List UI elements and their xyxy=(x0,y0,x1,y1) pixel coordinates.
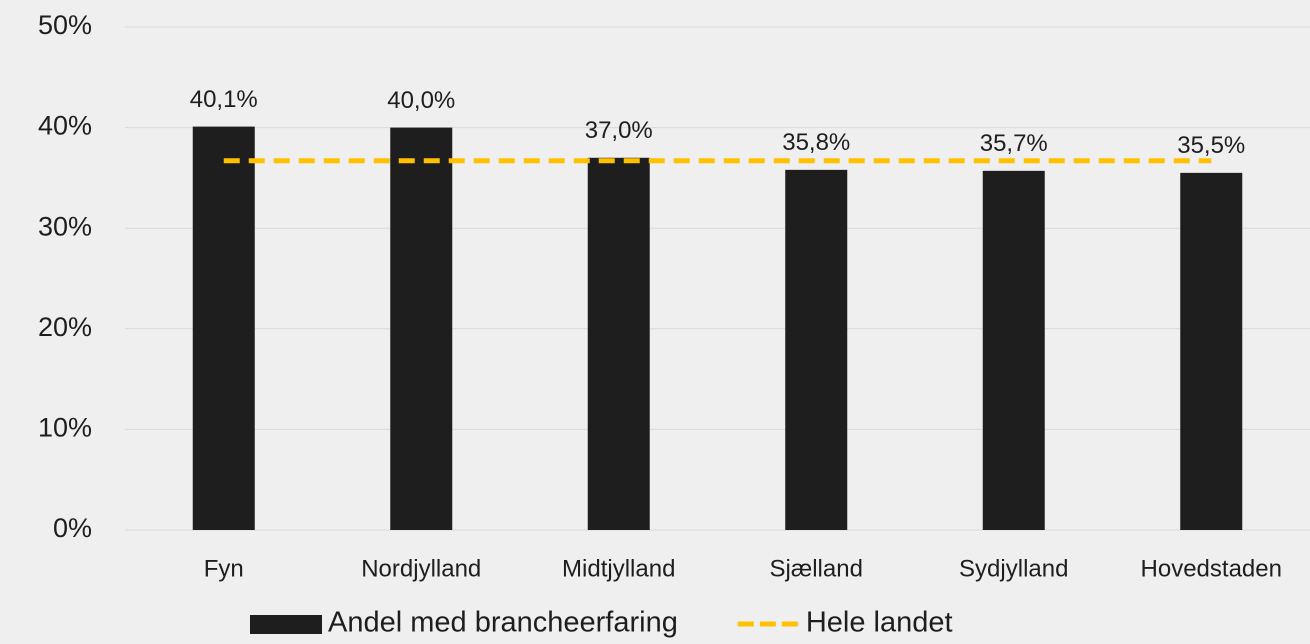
bar xyxy=(390,127,453,530)
y-tick-label: 10% xyxy=(38,413,92,443)
bar xyxy=(785,169,848,531)
data-label: 35,5% xyxy=(1177,132,1245,159)
legend-swatch xyxy=(250,615,322,634)
bar xyxy=(1180,172,1243,530)
data-label: 35,7% xyxy=(980,130,1048,157)
x-tick-label: Sjælland xyxy=(770,555,863,582)
legend-label: Hele landet xyxy=(806,607,953,639)
legend-label: Andel med brancheerfaring xyxy=(328,607,678,639)
x-tick-label: Hovedstaden xyxy=(1141,555,1282,582)
y-tick-label: 30% xyxy=(38,211,92,241)
x-tick-label: Fyn xyxy=(204,555,244,582)
y-tick-label: 20% xyxy=(38,312,92,342)
data-label: 40,1% xyxy=(190,86,258,113)
data-label: 37,0% xyxy=(585,117,653,144)
x-tick-label: Midtjylland xyxy=(562,555,675,582)
x-tick-label: Sydjylland xyxy=(959,555,1068,582)
bar xyxy=(192,126,255,531)
bar xyxy=(587,157,650,530)
data-label: 40,0% xyxy=(387,87,455,114)
y-tick-label: 50% xyxy=(38,10,92,40)
y-tick-label: 40% xyxy=(38,111,92,141)
y-tick-label: 0% xyxy=(53,513,92,543)
data-label: 35,8% xyxy=(782,129,850,156)
x-tick-label: Nordjylland xyxy=(361,555,481,582)
bar xyxy=(982,170,1045,530)
